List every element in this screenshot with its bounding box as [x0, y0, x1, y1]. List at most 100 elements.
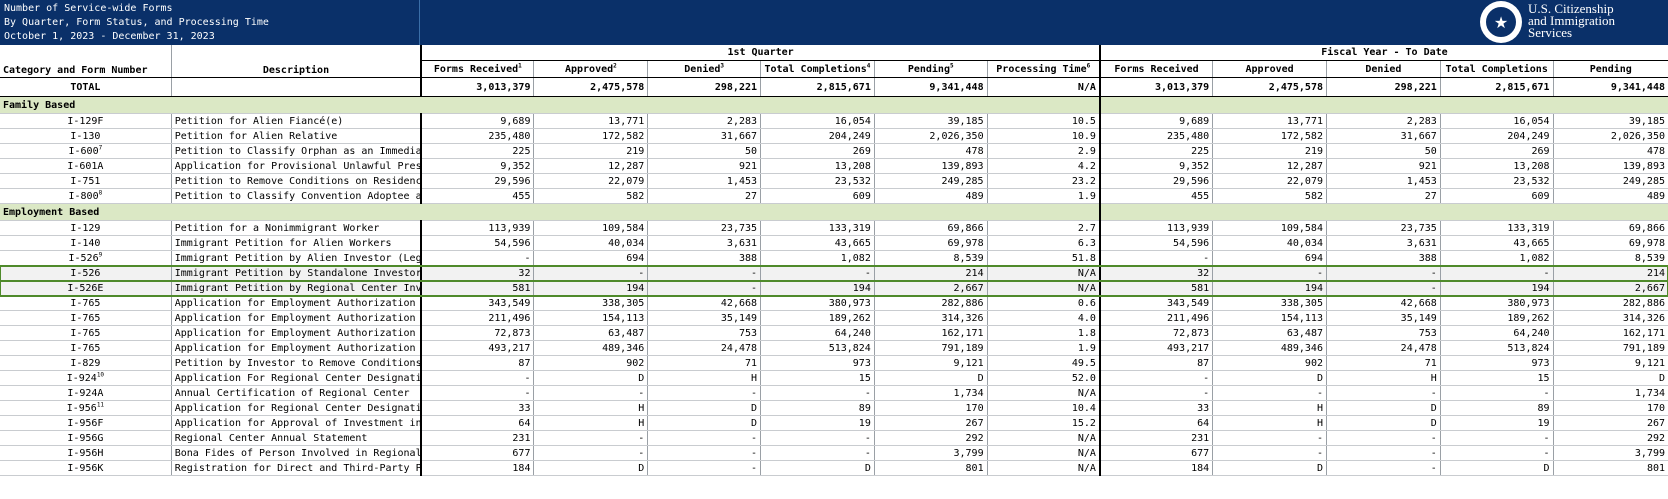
fy-value: 478: [1552, 143, 1668, 159]
total-q-value: 2,815,671: [760, 77, 875, 97]
fy-value: -: [1325, 385, 1441, 401]
fy-value: 72,873: [1098, 325, 1213, 341]
quarter-value: 493,217: [420, 340, 534, 356]
fy-value: 1,082: [1439, 250, 1554, 266]
fy-value: 225: [1098, 143, 1213, 159]
fy-value: 3,799: [1552, 445, 1668, 461]
form-number: I-92410: [0, 370, 172, 386]
header-fy-col: Denied: [1325, 60, 1441, 78]
quarter-value: 39,185: [873, 113, 988, 129]
form-description: Petition to Remove Conditions on Residen…: [170, 173, 422, 189]
quarter-value: H: [533, 400, 648, 416]
fy-value: 194: [1439, 280, 1554, 296]
quarter-value: H: [647, 370, 761, 386]
header-q-col: Pending5: [873, 60, 988, 78]
form-description: Petition to Classify Convention Adoptee …: [170, 188, 422, 204]
quarter-value: 3,799: [873, 445, 988, 461]
table-row: I-924A Annual Certification of Regional C…: [0, 385, 1668, 401]
quarter-value: 64,240: [760, 325, 875, 341]
fy-value: 16,054: [1439, 113, 1554, 129]
quarter-value: 2.9: [986, 143, 1100, 159]
fy-value: 380,973: [1439, 295, 1554, 311]
section-header-row: Family Based: [0, 96, 1668, 114]
total-fy-value: 2,815,671: [1439, 77, 1554, 97]
quarter-value: 2,667: [873, 280, 988, 296]
quarter-value: 19: [760, 415, 875, 431]
quarter-value: 211,496: [420, 310, 534, 326]
section-title: Family Based: [0, 96, 1100, 114]
agency-logo: ★ U.S. Citizenship and Immigration Servi…: [1480, 1, 1668, 43]
quarter-value: 9,689: [420, 113, 534, 129]
fy-value: H: [1325, 370, 1441, 386]
quarter-value: 15: [760, 370, 875, 386]
total-q-value: 9,341,448: [873, 77, 988, 97]
fy-value: 2,283: [1325, 113, 1441, 129]
quarter-value: 1,734: [873, 385, 988, 401]
fy-value: 15: [1439, 370, 1554, 386]
fy-value: -: [1212, 430, 1327, 446]
quarter-value: D: [647, 400, 761, 416]
fy-value: 64,240: [1439, 325, 1554, 341]
fy-value: -: [1325, 280, 1441, 296]
fy-value: D: [1212, 370, 1327, 386]
header-group-row: Category and Form Number Description 1st Q…: [0, 45, 1668, 78]
quarter-value: 154,113: [533, 310, 648, 326]
header-q-col: Denied3: [647, 60, 761, 78]
form-number: I-129F: [0, 113, 172, 129]
fy-value: H: [1212, 415, 1327, 431]
quarter-value: 15.2: [986, 415, 1100, 431]
section-header-row: Employment Based: [0, 203, 1668, 221]
header-q-col: Total Completions4: [760, 60, 875, 78]
quarter-value: 2,026,350: [873, 128, 988, 144]
table-row: I-129 Petition for a Nonimmigrant Worker 1…: [0, 220, 1668, 236]
fy-value: 2,667: [1552, 280, 1668, 296]
fy-value: 184: [1098, 460, 1213, 476]
fy-value: 170: [1552, 400, 1668, 416]
quarter-value: -: [647, 460, 761, 476]
table-row: I-765 Application for Employment Authoriz…: [0, 325, 1668, 341]
quarter-value: N/A: [986, 460, 1100, 476]
quarter-value: N/A: [986, 265, 1100, 281]
quarter-value: 2.7: [986, 220, 1100, 236]
quarter-value: 219: [533, 143, 648, 159]
form-description: Petition for Alien Fiancé(e): [170, 113, 422, 129]
fy-value: 19: [1439, 415, 1554, 431]
header-q-col: Approved2: [533, 60, 648, 78]
fy-value: 973: [1439, 355, 1554, 371]
quarter-value: 582: [533, 188, 648, 204]
quarter-value: 314,326: [873, 310, 988, 326]
report-title-block: Number of Service-wide Forms By Quarter,…: [0, 0, 420, 45]
quarter-value: 162,171: [873, 325, 988, 341]
fy-value: 338,305: [1212, 295, 1327, 311]
quarter-value: -: [420, 385, 534, 401]
quarter-value: 40,034: [533, 235, 648, 251]
quarter-value: 801: [873, 460, 988, 476]
fy-value: 204,249: [1439, 128, 1554, 144]
table-row: I-956H Bona Fides of Person Involved in R…: [0, 445, 1668, 461]
quarter-value: 27: [647, 188, 761, 204]
table-row: I-829 Petition by Investor to Remove Cond…: [0, 355, 1668, 371]
quarter-value: -: [420, 250, 534, 266]
forms-table: Category and Form Number Description 1st Q…: [0, 45, 1668, 476]
quarter-value: 170: [873, 400, 988, 416]
fy-value: 13,771: [1212, 113, 1327, 129]
quarter-value: 9,121: [873, 355, 988, 371]
fy-value: 69,978: [1552, 235, 1668, 251]
form-description: Registration for Direct and Third-Party …: [170, 460, 422, 476]
table-row: I-956F Application for Approval of Invest…: [0, 415, 1668, 431]
quarter-value: 380,973: [760, 295, 875, 311]
quarter-value: 12,287: [533, 158, 648, 174]
fy-value: 269: [1439, 143, 1554, 159]
fy-value: -: [1098, 385, 1213, 401]
fy-value: 109,584: [1212, 220, 1327, 236]
fy-value: -: [1212, 445, 1327, 461]
table-row: I-526 Immigrant Petition by Standalone In…: [0, 264, 1668, 282]
fy-value: 493,217: [1098, 340, 1213, 356]
quarter-value: 973: [760, 355, 875, 371]
form-description: Application for Provisional Unlawful Pre…: [170, 158, 422, 174]
header-description: Description: [170, 45, 422, 78]
fy-value: 23,532: [1439, 173, 1554, 189]
quarter-value: 139,893: [873, 158, 988, 174]
quarter-value: 31,667: [647, 128, 761, 144]
table-row: I-765 Application for Employment Authoriz…: [0, 310, 1668, 326]
